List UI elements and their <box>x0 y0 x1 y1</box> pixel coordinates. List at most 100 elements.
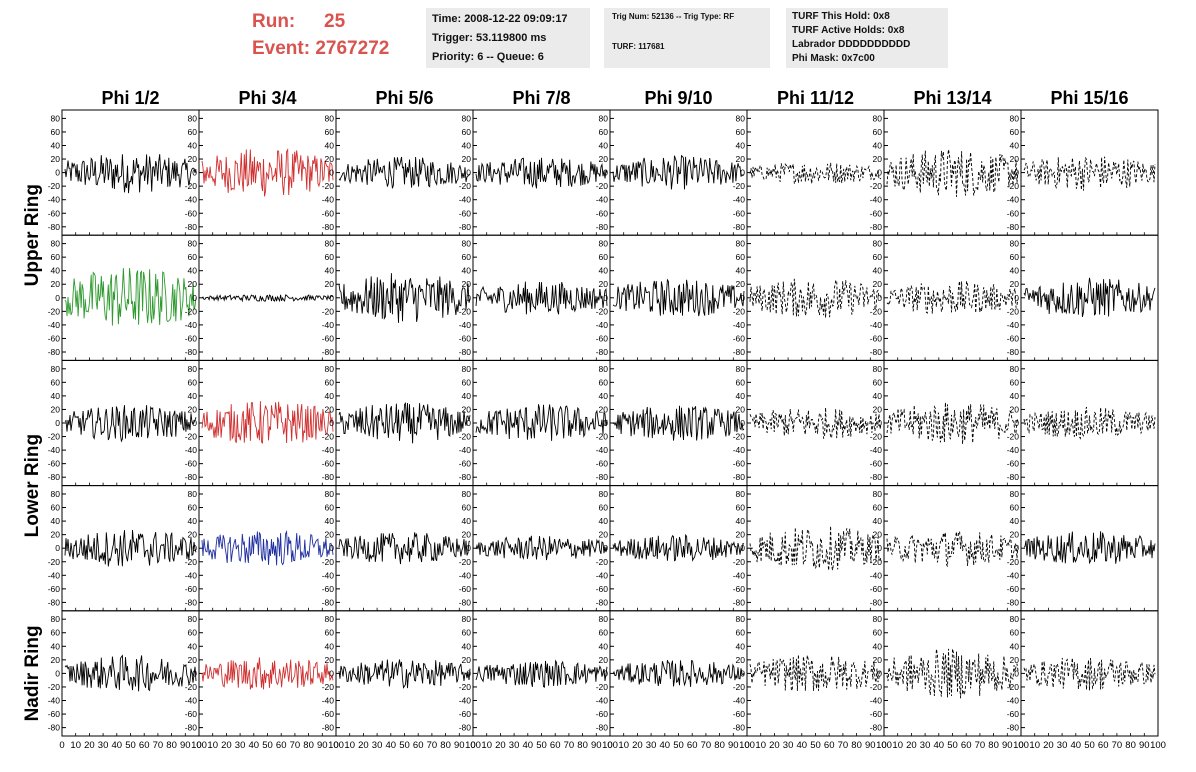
row-group-label: Nadir Ring <box>22 625 43 721</box>
y-tick-label: -80 <box>733 222 746 232</box>
trigger-line: Trigger: 53.119800 ms <box>432 32 547 44</box>
row-group-label: Lower Ring <box>22 434 43 537</box>
y-tick-label: 40 <box>188 641 198 651</box>
y-tick-label: 0 <box>740 293 745 303</box>
y-tick-label: -40 <box>459 445 472 455</box>
y-tick-label: 0 <box>329 293 334 303</box>
waveform-trace <box>338 659 471 689</box>
y-tick-label: -40 <box>459 195 472 205</box>
y-tick-label: 20 <box>51 154 61 164</box>
y-tick-label: -60 <box>733 584 746 594</box>
waveform-trace <box>64 268 197 326</box>
y-tick-label: 40 <box>325 641 335 651</box>
y-tick-label: -80 <box>185 472 198 482</box>
y-tick-label: 80 <box>325 489 335 499</box>
y-tick-label: -20 <box>48 432 61 442</box>
y-tick-label: 20 <box>599 279 609 289</box>
y-tick-label: 80 <box>736 614 746 624</box>
y-tick-label: -60 <box>596 709 609 719</box>
y-tick-label: 0 <box>603 668 608 678</box>
y-tick-label: -20 <box>596 682 609 692</box>
x-tick-label: 90 <box>591 740 602 751</box>
y-tick-label: 20 <box>462 530 472 540</box>
x-tick-label: 70 <box>701 740 712 751</box>
x-tick-label: 90 <box>1002 740 1013 751</box>
y-tick-label: -40 <box>870 195 883 205</box>
x-tick-label: 50 <box>125 740 136 751</box>
y-tick-label: -80 <box>1007 597 1020 607</box>
y-tick-label: -40 <box>1007 696 1020 706</box>
x-tick-label: 70 <box>838 740 849 751</box>
x-tick-label: 10 <box>618 740 629 751</box>
y-tick-label: 60 <box>325 127 335 137</box>
x-tick-label: 40 <box>249 740 260 751</box>
x-tick-label: 10 <box>481 740 492 751</box>
y-tick-label: 60 <box>599 377 609 387</box>
y-tick-label: -80 <box>48 222 61 232</box>
x-tick-label: 50 <box>536 740 547 751</box>
y-tick-label: -20 <box>322 181 335 191</box>
column-header: Phi 5/6 <box>375 88 433 108</box>
y-tick-label: 0 <box>329 418 334 428</box>
y-tick-label: 0 <box>55 668 60 678</box>
waveform-trace <box>475 535 608 561</box>
y-tick-label: 60 <box>325 503 335 513</box>
y-tick-label: 80 <box>1010 113 1020 123</box>
y-tick-label: 40 <box>462 266 472 276</box>
y-tick-label: 20 <box>873 279 883 289</box>
y-tick-label: 20 <box>736 279 746 289</box>
y-tick-label: -60 <box>870 333 883 343</box>
waveform-trace <box>612 533 745 562</box>
y-tick-label: 0 <box>1014 543 1019 553</box>
x-tick-label: 60 <box>961 740 972 751</box>
y-tick-label: -20 <box>185 557 198 567</box>
y-tick-label: 40 <box>599 516 609 526</box>
y-tick-label: 0 <box>1014 293 1019 303</box>
column-header: Phi 13/14 <box>913 88 991 108</box>
waveform-trace <box>64 529 197 567</box>
y-tick-label: 20 <box>873 530 883 540</box>
y-tick-label: 40 <box>736 140 746 150</box>
x-tick-label: 70 <box>1112 740 1123 751</box>
y-tick-label: -60 <box>1007 459 1020 469</box>
column-header: Phi 9/10 <box>644 88 712 108</box>
y-tick-label: 80 <box>1010 614 1020 624</box>
y-tick-label: 60 <box>1010 628 1020 638</box>
y-tick-label: -20 <box>459 682 472 692</box>
y-tick-label: 80 <box>188 239 198 249</box>
x-tick-label: 40 <box>386 740 397 751</box>
y-tick-label: 0 <box>1014 168 1019 178</box>
y-tick-label: -80 <box>596 472 609 482</box>
y-tick-label: -80 <box>459 723 472 733</box>
y-tick-label: 40 <box>873 391 883 401</box>
y-tick-label: 60 <box>188 503 198 513</box>
waveform-panel <box>198 109 337 236</box>
x-tick-label: 90 <box>1139 740 1150 751</box>
x-tick-label: 80 <box>714 740 725 751</box>
x-tick-label: 20 <box>769 740 780 751</box>
x-tick-label: 90 <box>865 740 876 751</box>
y-tick-label: -40 <box>322 320 335 330</box>
y-tick-label: 40 <box>51 140 61 150</box>
y-tick-label: 60 <box>462 377 472 387</box>
x-tick-label: 50 <box>399 740 410 751</box>
x-tick-label: 70 <box>975 740 986 751</box>
y-tick-label: 20 <box>188 530 198 540</box>
y-tick-label: 20 <box>1010 279 1020 289</box>
y-tick-label: 20 <box>873 655 883 665</box>
run-event-block: Run: 25 Event: 2767272 <box>252 8 389 62</box>
run-value: 25 <box>324 11 346 32</box>
y-tick-label: 20 <box>873 154 883 164</box>
x-tick-label: 10 <box>344 740 355 751</box>
x-tick-label: 0 <box>196 740 201 751</box>
row-group-label: Upper Ring <box>22 184 43 286</box>
x-tick-label: 20 <box>906 740 917 751</box>
y-tick-label: -20 <box>185 432 198 442</box>
y-tick-label: -20 <box>459 181 472 191</box>
y-tick-label: 60 <box>1010 252 1020 262</box>
y-tick-label: -80 <box>48 472 61 482</box>
y-tick-label: -60 <box>733 333 746 343</box>
y-tick-label: -60 <box>322 208 335 218</box>
waveform-panel <box>61 234 200 361</box>
